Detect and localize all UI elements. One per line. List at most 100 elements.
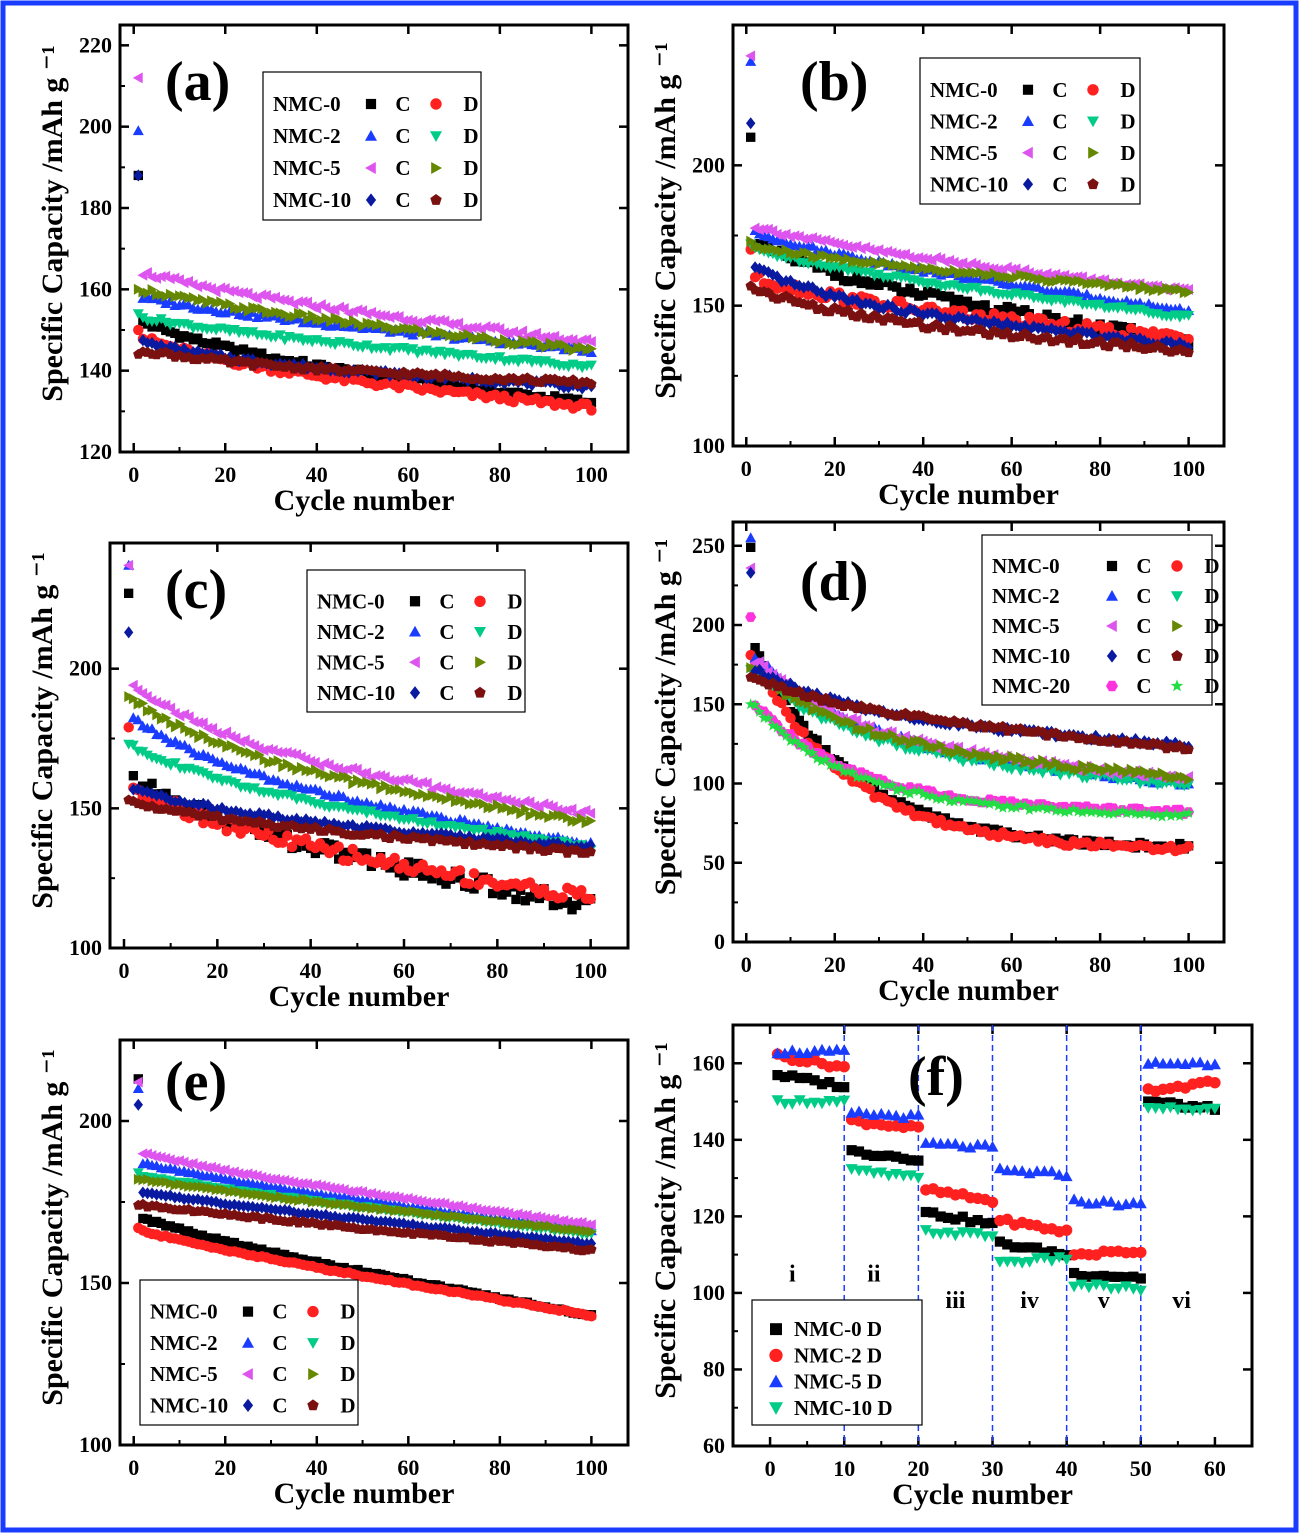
legend-marker: [1088, 146, 1099, 159]
data-point: [305, 755, 316, 767]
data-point: [877, 246, 888, 258]
data-point: [1060, 1224, 1073, 1236]
region-label: v: [1098, 1288, 1110, 1314]
data-point: [342, 855, 354, 867]
data-point: [417, 776, 428, 788]
y-tick-label: 100: [692, 1280, 725, 1305]
data-point: [211, 773, 223, 784]
data-point: [274, 330, 286, 341]
data-point: [1019, 799, 1031, 811]
data-point: [913, 1155, 924, 1166]
data-point: [233, 1168, 244, 1180]
data-point: [557, 892, 568, 903]
data-point: [494, 1206, 505, 1218]
y-axis-label: Specific Capacity /mAh g ⁻¹: [649, 539, 682, 895]
data-point: [1067, 803, 1080, 814]
legend-c-label: C: [1136, 554, 1151, 578]
x-tick-label: 30: [982, 1456, 1004, 1481]
data-point: [526, 1212, 537, 1223]
data-point: [142, 267, 152, 278]
data-point: [1060, 1254, 1073, 1266]
data-point: [886, 779, 898, 791]
data-point: [138, 1186, 148, 1199]
data-point: [197, 768, 209, 779]
data-point: [407, 1194, 418, 1206]
data-point: [151, 1151, 161, 1163]
data-point: [352, 1185, 363, 1197]
data-point: [789, 735, 801, 747]
data-point: [128, 783, 138, 796]
data-point: [338, 303, 349, 314]
data-point: [329, 1183, 340, 1194]
data-point: [745, 50, 756, 62]
data-point: [789, 230, 800, 242]
data-point: [448, 349, 460, 360]
legend-marker: [1106, 620, 1117, 632]
x-tick-label: 50: [1130, 1456, 1152, 1481]
data-point: [953, 294, 964, 305]
data-point: [745, 532, 757, 543]
data-point: [347, 1186, 358, 1198]
data-point: [132, 714, 144, 725]
x-tick-label: 80: [1089, 952, 1111, 977]
data-point: [1059, 806, 1071, 818]
legend-c-label: C: [439, 589, 454, 613]
region-label: iv: [1020, 1288, 1039, 1314]
legend-d-label: D: [463, 92, 478, 116]
data-point: [1116, 804, 1128, 816]
data-point: [389, 852, 400, 864]
y-tick-label: 150: [69, 795, 102, 820]
data-point: [519, 831, 531, 842]
data-point: [231, 805, 241, 818]
data-point: [272, 746, 283, 758]
data-point: [860, 1107, 873, 1119]
data-point: [146, 723, 158, 734]
data-point: [408, 1218, 418, 1231]
plot-frame: [108, 541, 630, 950]
panel-label: (d): [800, 551, 868, 613]
data-point: [807, 281, 818, 294]
data-point: [1076, 806, 1089, 818]
data-point: [1060, 1170, 1073, 1182]
data-point: [585, 360, 597, 371]
data-point: [485, 1205, 496, 1217]
data-point: [147, 336, 157, 349]
data-point: [1073, 314, 1083, 324]
data-point: [811, 752, 823, 764]
x-tick-label: 100: [575, 1455, 608, 1480]
data-point: [468, 868, 480, 879]
data-point: [1184, 286, 1195, 298]
data-point: [772, 270, 782, 283]
data-point: [247, 1169, 258, 1181]
x-tick-label: 40: [300, 958, 322, 983]
data-point: [243, 1200, 253, 1213]
data-point: [785, 274, 796, 287]
legend-marker: [1022, 115, 1034, 126]
series-nmc-20-d: [744, 698, 1195, 822]
legend-marker: [1170, 679, 1184, 692]
data-point: [1169, 310, 1181, 321]
data-point: [979, 1138, 992, 1150]
data-point: [508, 1229, 519, 1242]
data-point: [464, 878, 475, 890]
data-point: [132, 1083, 144, 1093]
data-point: [333, 841, 344, 852]
data-point: [853, 1165, 865, 1177]
data-point: [986, 1140, 999, 1152]
data-point: [496, 794, 507, 806]
data-point: [128, 771, 138, 781]
data-point: [749, 699, 761, 710]
y-tick-label: 80: [703, 1356, 725, 1381]
data-point: [919, 1225, 932, 1236]
legend-label: NMC-2: [150, 1331, 218, 1355]
data-point: [1183, 347, 1194, 358]
data-point: [829, 237, 840, 249]
legend-marker: [475, 656, 486, 669]
data-point: [263, 743, 274, 755]
legend-c-label: C: [1052, 109, 1067, 133]
legend-label: NMC-5: [273, 156, 341, 180]
legend-d-label: D: [1120, 172, 1135, 196]
data-point: [147, 1187, 157, 1200]
